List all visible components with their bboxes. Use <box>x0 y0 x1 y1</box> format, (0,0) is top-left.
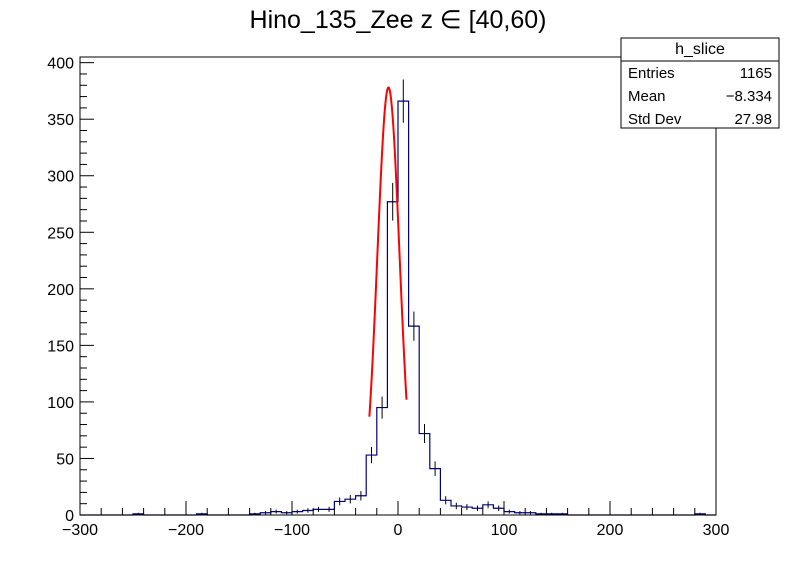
stats-box-frame <box>620 37 780 129</box>
y-tick-label: 150 <box>47 338 74 355</box>
y-tick-label: 50 <box>56 451 74 468</box>
stats-mean-label: Mean <box>628 88 666 105</box>
stats-entries-label: Entries <box>628 65 675 82</box>
axes-layer: −300 −200 −100 0 100 200 300 0 50 100 150 200 250 300… <box>47 56 729 539</box>
x-tick-label: 100 <box>491 522 518 539</box>
stats-box: h_slice Entries 1165 Mean −8.334 Std Dev… <box>620 37 780 129</box>
x-tick-label: 300 <box>703 522 730 539</box>
stats-box-title: h_slice <box>675 41 725 58</box>
x-tick-label: −300 <box>62 522 98 539</box>
y-tick-label: 0 <box>65 508 74 525</box>
stats-mean-value: −8.334 <box>726 88 772 105</box>
stats-stddev-value: 27.98 <box>734 111 772 128</box>
stats-stddev-label: Std Dev <box>628 111 682 128</box>
stats-entries-value: 1165 <box>740 65 772 82</box>
x-tick-label: 0 <box>394 522 403 539</box>
y-tick-label: 400 <box>47 56 74 73</box>
x-tick-label: −100 <box>274 522 310 539</box>
x-tick-label: −200 <box>168 522 204 539</box>
fit-curve <box>368 86 408 417</box>
y-tick-label: 350 <box>47 112 74 129</box>
y-tick-label: 250 <box>47 225 74 242</box>
chart-title: Hino_135_Zee z ∈ [40,60) <box>250 6 547 34</box>
y-tick-label: 200 <box>47 282 74 299</box>
y-tick-label: 300 <box>47 169 74 186</box>
x-tick-label: 200 <box>597 522 624 539</box>
fit-layer <box>368 86 408 417</box>
y-tick-label: 100 <box>47 395 74 412</box>
